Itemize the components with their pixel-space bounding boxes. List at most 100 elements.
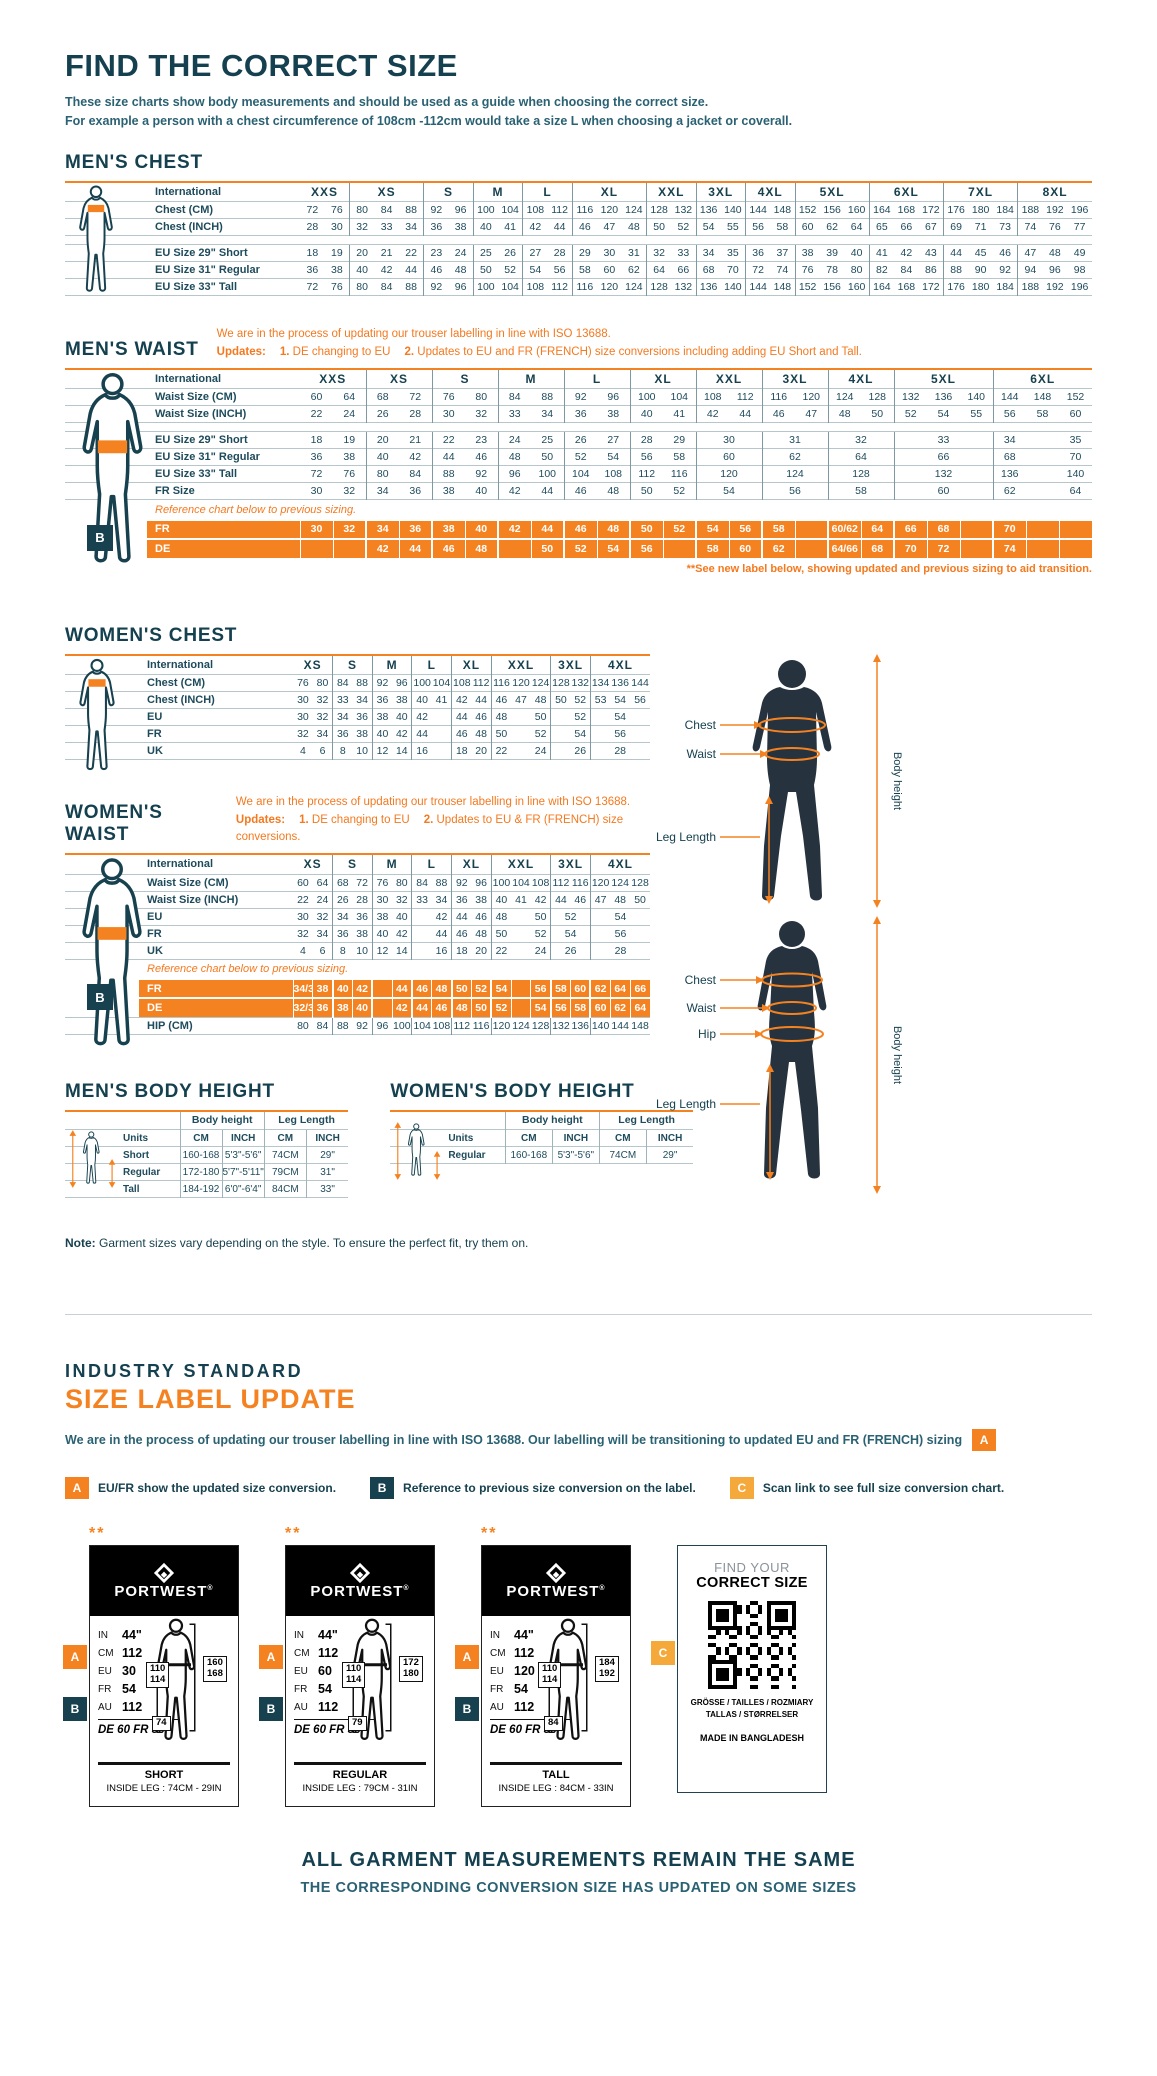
size-cell: 30 [431,405,465,423]
size-cell: 33 [374,218,399,236]
qr-module [720,1672,725,1677]
table-row: Chest (CM) 76 80 84 88 92 96 100 104 108 112 116 120… [65,674,650,692]
garment-note: Note: Garment sizes vary depending on th… [65,1236,1092,1250]
qr-module [737,1672,742,1677]
size-cell: 80 [349,278,375,296]
size-cell: 33 [671,244,696,262]
size-cell: 188 [1017,278,1043,296]
size-cell [511,907,531,925]
height-size-box: 172 180 [399,1656,423,1682]
size-cell: 116 [490,674,512,692]
qr-module [791,1605,796,1610]
made-in-label: MADE IN BANGLADESH [699,1733,804,1743]
size-cell: 84CM [263,1180,307,1198]
size-cell: 36 [352,708,373,726]
size-cell: 72 [300,465,333,483]
size-cell: 136 [695,278,721,296]
size-cell: 50 [861,405,894,423]
size-cell: 36 [423,218,449,236]
size-cell: 29 [663,431,696,449]
table-row: Body height Leg Length [65,1110,349,1130]
qr-module [766,1613,771,1618]
size-cell [630,725,650,743]
size-cell: 40 [392,708,412,726]
size-cell: 70 [893,537,927,558]
qr-module [766,1668,771,1673]
qr-module [749,1655,755,1660]
size-cell [299,537,333,558]
size-cell: 52 [570,708,591,726]
size-cell: 25 [472,244,498,262]
measurement-value: 112 [514,1646,535,1660]
size-cell: 124 [621,278,647,296]
underline [294,1719,382,1720]
qr-module [737,1626,742,1631]
size-cell: 56 [629,537,663,558]
size-cell: 100 [472,278,498,296]
size-cell: 28 [547,244,573,262]
size-cell: 80 [392,873,412,891]
qr-module [779,1647,784,1652]
a-badge: A [455,1645,479,1669]
qr-module [766,1672,771,1677]
size-cell: 32 [333,482,366,500]
size-cell: 120 [597,201,622,219]
measurement-value: 54 [514,1682,528,1696]
size-cell: 12 [371,941,393,959]
male-figure-chest-icon [75,185,117,297]
size-cell: 184 [993,278,1018,296]
size-cell: 34 [312,725,333,743]
intro-line-1: These size charts show body measurements… [65,95,709,109]
size-cell: 72 [926,537,960,558]
size-cell: 24 [333,405,366,423]
size-cell: 5'7"-5'11" [221,1163,265,1181]
size-cell: 5'3"-5'6" [221,1146,265,1164]
size-cell: 4 [293,742,313,760]
waist-label: Waist [686,1001,716,1015]
size-cell [550,725,571,743]
qr-module [758,1630,763,1635]
size-cell: 144 [745,278,771,296]
size-label-card-short: ** PORTWEST® IN 44" CM 112 EU 30 FR 54 AU 112 DE 60 … [63,1525,239,1807]
size-cell: 54 [530,997,551,1017]
size-cell: 68 [365,388,399,406]
height-value-1: 160 [207,1657,223,1668]
size-cell: 40 [411,691,432,709]
a-badge: A [259,1645,283,1669]
size-cell: 80 [293,1016,313,1034]
waist-value-1: 110 [542,1663,558,1674]
table-header-cell: 4XL [827,368,894,389]
qr-module [775,1613,780,1618]
size-cell: 180 [968,278,993,296]
size-cell: 48 [497,448,531,466]
a-badge: A [972,1429,997,1451]
measurement-value: 112 [318,1700,339,1714]
c-badge: C [729,1477,754,1499]
size-cell: 84 [497,388,531,406]
size-cell: 48 [471,924,492,942]
size-cell: 62 [761,537,795,558]
update-1-num: 1. [279,345,290,358]
size-cell: 32 [646,244,672,262]
size-cell: 47 [795,405,828,423]
measurement-key: IN [98,1629,108,1641]
table-header-cell: Chest (INCH) [65,218,300,236]
size-cell: 58 [695,537,729,558]
size-cell: 46 [471,708,492,726]
qr-module [712,1626,717,1631]
size-cell: 66 [893,448,993,466]
size-cell: 100 [490,873,512,891]
qr-module [733,1621,738,1627]
qr-module [733,1626,738,1631]
size-cell: 180 [968,201,993,219]
size-cell: 46 [563,482,597,500]
size-cell: 56 [610,725,631,743]
size-cell: 58 [1026,405,1059,423]
size-cell: 22 [300,405,333,423]
table-header-cell: Body height [504,1110,600,1130]
table-header-cell: Leg Length [263,1110,349,1130]
size-cell: 32 [293,725,313,743]
qr-module [779,1630,784,1635]
updates-label: Updates: [235,813,286,826]
qr-module [770,1676,776,1681]
